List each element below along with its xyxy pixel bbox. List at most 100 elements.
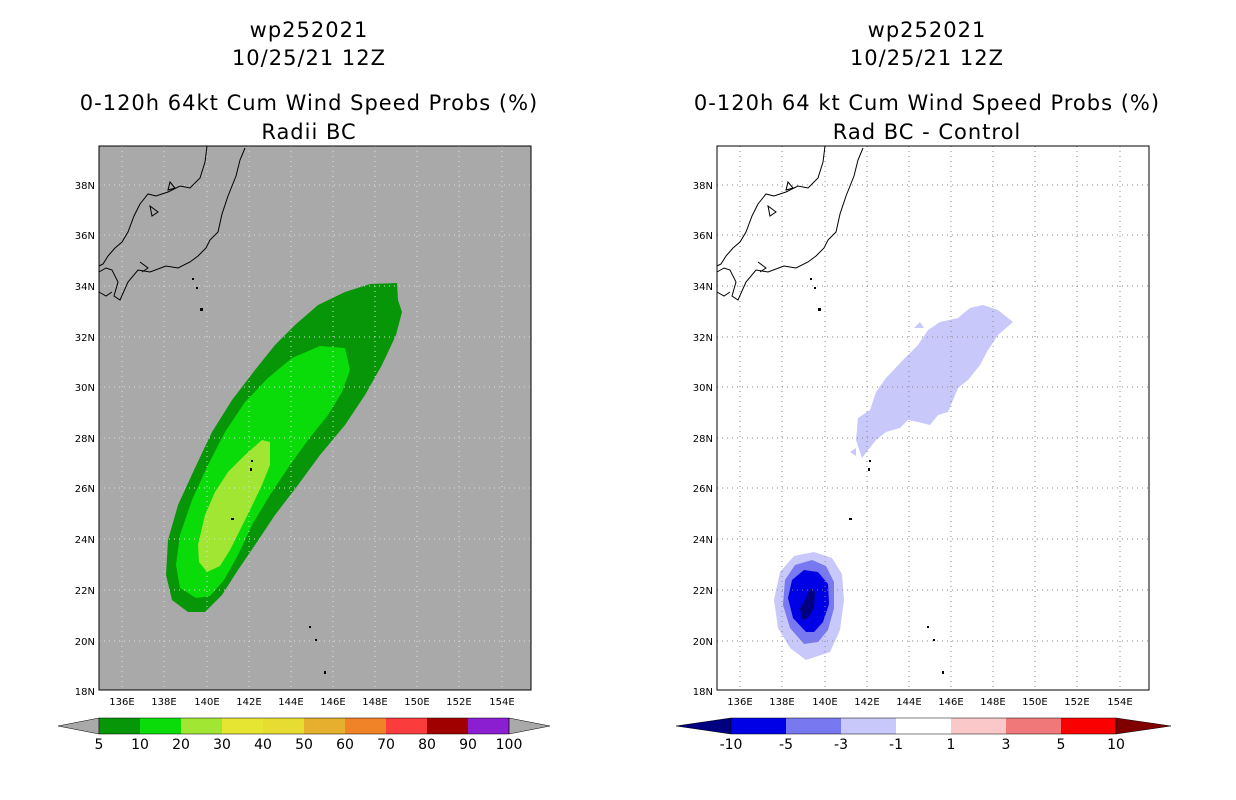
left-map-svg: 18N 20N 22N 24N 26N 28N 30N 32N 34N 36N …: [57, 145, 551, 753]
left-colorbar-swatch-60: [345, 718, 386, 734]
left-colorbar: 5 10 20 30 40 50 60 70 80 90 100: [57, 717, 551, 753]
svg-text:30N: 30N: [693, 383, 713, 394]
svg-text:50: 50: [295, 737, 313, 753]
right-colorbar-swatch-m10: [731, 718, 786, 734]
right-colorbar-swatch-m3: [841, 718, 896, 734]
svg-text:18N: 18N: [693, 687, 713, 698]
left-coastline: [98, 145, 246, 301]
svg-text:36N: 36N: [75, 231, 95, 242]
svg-text:152E: 152E: [446, 697, 471, 708]
left-islands: [192, 278, 326, 674]
left-date: 10/25/21 12Z: [231, 46, 387, 70]
right-lat-labels: 18N 20N 22N 24N 26N 28N 30N 32N 34N 36N …: [693, 181, 713, 698]
svg-text:148E: 148E: [980, 697, 1005, 708]
left-storm-id: wp252021: [249, 18, 369, 42]
right-colorbar-swatch-p3: [1006, 718, 1061, 734]
right-grid: [717, 146, 1149, 690]
svg-text:26N: 26N: [693, 484, 713, 495]
right-diff-minus10-contour: [800, 588, 815, 620]
svg-text:140E: 140E: [812, 697, 837, 708]
svg-text:22N: 22N: [75, 586, 95, 597]
svg-text:152E: 152E: [1064, 697, 1089, 708]
svg-text:38N: 38N: [75, 181, 95, 192]
svg-text:136E: 136E: [727, 697, 752, 708]
left-colorbar-swatch-70: [386, 718, 427, 734]
right-diff-minus1-speck2: [850, 448, 856, 456]
right-map-frame: [716, 145, 1150, 691]
svg-text:140E: 140E: [194, 697, 219, 708]
svg-text:100: 100: [496, 737, 523, 753]
svg-text:20N: 20N: [693, 637, 713, 648]
svg-text:142E: 142E: [236, 697, 261, 708]
svg-text:154E: 154E: [489, 697, 514, 708]
left-colorbar-swatch-90: [468, 718, 509, 734]
svg-text:5: 5: [1057, 737, 1066, 753]
right-colorbar-low-arrow: [675, 717, 732, 735]
right-colorbar-swatch-m5: [786, 718, 841, 734]
svg-text:90: 90: [459, 737, 477, 753]
right-colorbar-swatch-p5: [1061, 718, 1116, 734]
left-colorbar-high-arrow: [508, 717, 551, 735]
svg-text:-1: -1: [889, 737, 903, 753]
left-lon-labels: 136E 138E 140E 142E 144E 146E 148E 150E …: [109, 697, 514, 708]
left-colorbar-swatch-80: [427, 718, 468, 734]
svg-text:10: 10: [131, 737, 149, 753]
svg-text:80: 80: [418, 737, 436, 753]
svg-text:34N: 34N: [693, 282, 713, 293]
svg-text:34N: 34N: [75, 282, 95, 293]
svg-text:148E: 148E: [362, 697, 387, 708]
left-colorbar-swatch-40: [263, 718, 304, 734]
svg-text:5: 5: [95, 737, 104, 753]
svg-text:150E: 150E: [1022, 697, 1047, 708]
svg-text:24N: 24N: [693, 535, 713, 546]
svg-text:146E: 146E: [938, 697, 963, 708]
right-product-title: 0-120h 64 kt Cum Wind Speed Probs (%): [693, 91, 1161, 115]
svg-text:150E: 150E: [404, 697, 429, 708]
right-diff-minus1-ne-contour: [856, 305, 1013, 458]
svg-text:3: 3: [1002, 737, 1011, 753]
svg-text:-5: -5: [779, 737, 793, 753]
svg-text:138E: 138E: [769, 697, 794, 708]
left-lat-labels: 18N 20N 22N 24N 26N 28N 30N 32N 34N 36N …: [75, 181, 95, 698]
svg-text:70: 70: [377, 737, 395, 753]
right-map-svg: 18N 20N 22N 24N 26N 28N 30N 32N 34N 36N …: [675, 145, 1172, 753]
left-panel: wp252021 10/25/21 12Z 0-120h 64kt Cum Wi…: [57, 18, 551, 753]
svg-text:28N: 28N: [75, 434, 95, 445]
svg-text:30N: 30N: [75, 383, 95, 394]
left-colorbar-swatch-30: [222, 718, 263, 734]
svg-text:28N: 28N: [693, 434, 713, 445]
svg-text:24N: 24N: [75, 535, 95, 546]
left-product-title: 0-120h 64kt Cum Wind Speed Probs (%): [79, 91, 539, 115]
left-colorbar-swatch-50: [304, 718, 345, 734]
svg-text:154E: 154E: [1107, 697, 1132, 708]
svg-text:36N: 36N: [693, 231, 713, 242]
svg-text:40: 40: [254, 737, 272, 753]
right-colorbar-swatch-m1: [896, 718, 951, 734]
right-date: 10/25/21 12Z: [849, 46, 1005, 70]
svg-text:60: 60: [336, 737, 354, 753]
svg-text:30: 30: [213, 737, 231, 753]
left-prob-20-contour: [198, 440, 270, 572]
right-panel: wp252021 10/25/21 12Z 0-120h 64 kt Cum W…: [618, 0, 1236, 800]
svg-text:-3: -3: [834, 737, 848, 753]
svg-text:1: 1: [947, 737, 956, 753]
left-colorbar-low-arrow: [57, 717, 100, 735]
svg-text:38N: 38N: [693, 181, 713, 192]
svg-text:32N: 32N: [693, 333, 713, 344]
left-map-frame: [98, 145, 532, 691]
svg-text:-10: -10: [720, 737, 743, 753]
svg-text:142E: 142E: [854, 697, 879, 708]
svg-text:22N: 22N: [693, 586, 713, 597]
right-lon-labels: 136E 138E 140E 142E 144E 146E 148E 150E …: [727, 697, 1132, 708]
right-coastline: [716, 145, 864, 301]
right-islands: [810, 278, 944, 674]
svg-text:136E: 136E: [109, 697, 134, 708]
svg-text:18N: 18N: [75, 687, 95, 698]
svg-text:20N: 20N: [75, 637, 95, 648]
right-colorbar-swatch-p1: [951, 718, 1006, 734]
svg-text:32N: 32N: [75, 333, 95, 344]
svg-text:138E: 138E: [151, 697, 176, 708]
right-colorbar-high-arrow: [1115, 717, 1172, 735]
right-diff-minus1-speck: [914, 322, 924, 328]
svg-text:10: 10: [1107, 737, 1125, 753]
